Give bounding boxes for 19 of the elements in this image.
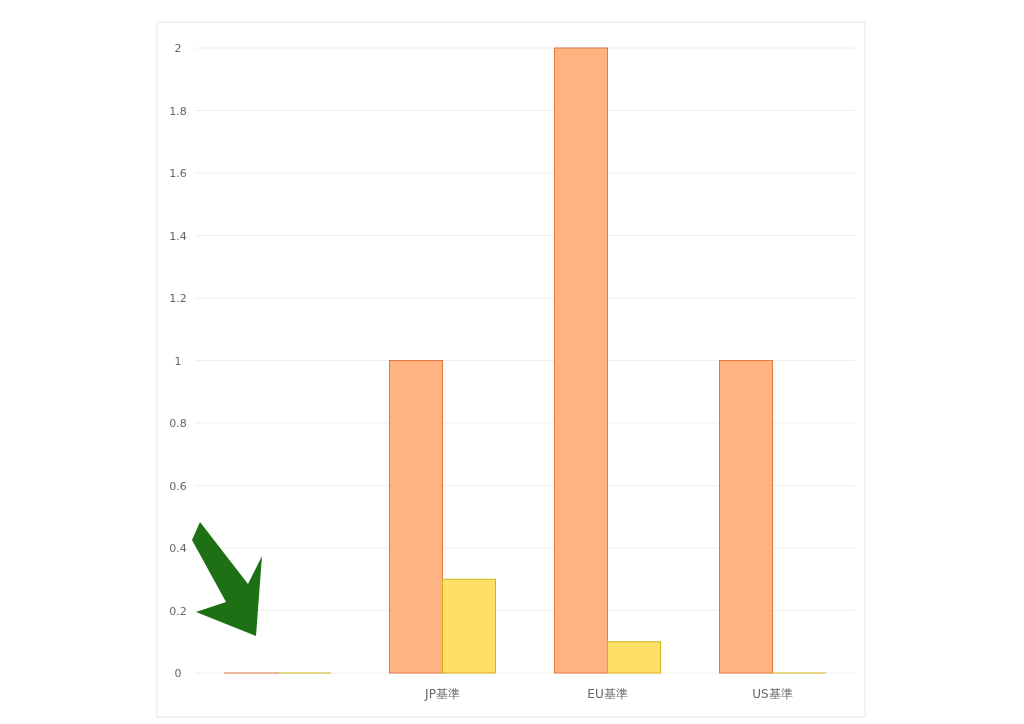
y-tick-label: 0.4 [169,542,187,555]
x-tick-label: JP基準 [424,687,460,701]
y-tick-label: 1.2 [169,292,187,305]
y-tick-label: 0.8 [169,417,187,430]
bar [554,47,608,674]
y-tick-label: 0 [174,667,182,680]
bar [607,641,661,674]
bar [442,578,496,674]
y-tick-label: 0.6 [169,479,187,493]
y-tick-label: 2 [174,42,182,55]
y-tick-label: 1 [174,354,182,368]
y-tick-label: 1.6 [169,167,187,180]
y-tick-label: 1.8 [169,104,187,118]
y-tick-label: 1.4 [169,229,187,243]
bar [719,360,773,674]
y-tick-label: 0.2 [169,604,187,618]
bar [389,360,443,674]
x-tick-label: EU基準 [587,687,628,701]
x-tick-label: US基準 [752,687,793,701]
